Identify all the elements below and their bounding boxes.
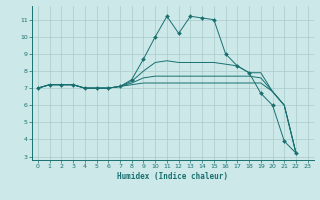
X-axis label: Humidex (Indice chaleur): Humidex (Indice chaleur) (117, 172, 228, 181)
